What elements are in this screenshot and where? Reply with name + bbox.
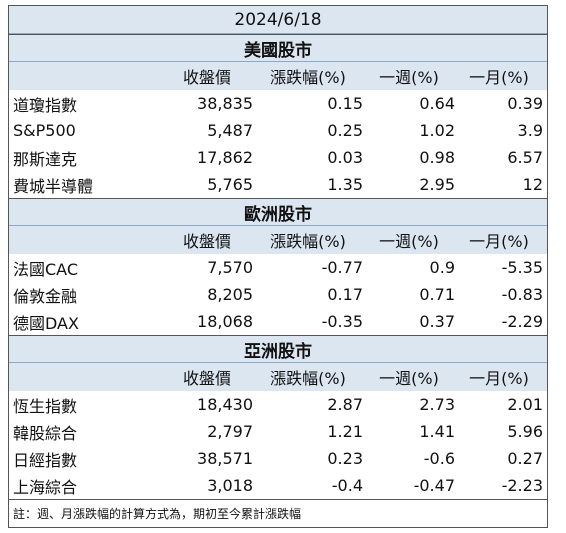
cell-value: -0.35	[321, 312, 363, 331]
market-table: 2024/6/18 美國股市 收盤價 漲跌幅(%) 一週(%) 一月(%) 道瓊指數 38,…	[8, 5, 548, 528]
data-row: 法國CAC 7,570 -0.77 0.9 -5.35	[9, 254, 547, 281]
cell-value: -0.77	[321, 258, 363, 277]
cell-value: 3.9	[517, 121, 543, 140]
data-row: 道瓊指數 38,835 0.15 0.64 0.39	[9, 90, 547, 117]
cell-value: 0.03	[327, 148, 363, 167]
cell-value: 0.71	[419, 285, 455, 304]
data-row: 上海綜合 3,018 -0.4 -0.47 -2.23	[9, 472, 547, 499]
cell-value: -0.47	[413, 476, 455, 495]
index-name: 道瓊指數	[13, 95, 78, 115]
cell-value: 2.01	[507, 395, 543, 414]
data-row: 韓股綜合 2,797 1.21 1.41 5.96	[9, 418, 547, 445]
index-name: 法國CAC	[13, 259, 79, 279]
cell-value: 0.37	[419, 312, 455, 331]
index-name: 德國DAX	[13, 313, 79, 333]
cell-value: 1.41	[419, 422, 455, 441]
cell-value: -2.29	[501, 312, 543, 331]
index-name: 日經指數	[13, 450, 78, 470]
column-header-row: 收盤價 漲跌幅(%) 一週(%) 一月(%)	[9, 62, 547, 90]
column-header-row: 收盤價 漲跌幅(%) 一週(%) 一月(%)	[9, 363, 547, 391]
cell-value: 3,018	[207, 476, 253, 495]
section-header: 美國股市	[9, 34, 547, 62]
index-name: S&P500	[13, 121, 76, 140]
index-name: 倫敦金融	[13, 286, 78, 306]
cell-value: -0.4	[331, 476, 363, 495]
cell-value: 2.73	[419, 395, 455, 414]
index-name: 費城半導體	[13, 176, 94, 196]
cell-value: 2.87	[327, 395, 363, 414]
cell-value: 0.17	[327, 285, 363, 304]
cell-value: 18,430	[197, 395, 253, 414]
cell-value: 0.39	[507, 94, 543, 113]
column-header: 收盤價	[182, 68, 231, 87]
cell-value: 0.9	[429, 258, 455, 277]
index-name: 恆生指數	[13, 396, 78, 416]
column-header: 漲跌幅(%)	[270, 232, 346, 251]
cell-value: 5,765	[207, 175, 253, 194]
column-header: 一月(%)	[469, 369, 529, 388]
column-header: 收盤價	[182, 369, 231, 388]
cell-value: -5.35	[501, 258, 543, 277]
data-row: 德國DAX 18,068 -0.35 0.37 -2.29	[9, 308, 547, 335]
cell-value: -0.83	[501, 285, 543, 304]
cell-value: -0.6	[423, 449, 455, 468]
column-header: 收盤價	[182, 232, 231, 251]
column-header: 一月(%)	[469, 232, 529, 251]
cell-value: -2.23	[501, 476, 543, 495]
cell-value: 2,797	[207, 422, 253, 441]
column-header: 漲跌幅(%)	[270, 68, 346, 87]
cell-value: 1.21	[327, 422, 363, 441]
cell-value: 0.98	[419, 148, 455, 167]
section-header: 歐洲股市	[9, 198, 547, 226]
cell-value: 2.95	[419, 175, 455, 194]
index-name: 韓股綜合	[13, 423, 78, 443]
data-row: 日經指數 38,571 0.23 -0.6 0.27	[9, 445, 547, 472]
cell-value: 38,835	[197, 94, 253, 113]
column-header: 一週(%)	[379, 232, 439, 251]
cell-value: 0.25	[327, 121, 363, 140]
column-header: 漲跌幅(%)	[270, 369, 346, 388]
section-header: 亞洲股市	[9, 335, 547, 363]
data-row: 恆生指數 18,430 2.87 2.73 2.01	[9, 391, 547, 418]
index-name: 上海綜合	[13, 477, 78, 497]
cell-value: 5.96	[507, 422, 543, 441]
column-header-row: 收盤價 漲跌幅(%) 一週(%) 一月(%)	[9, 226, 547, 254]
cell-value: 17,862	[197, 148, 253, 167]
cell-value: 0.64	[419, 94, 455, 113]
cell-value: 8,205	[207, 285, 253, 304]
cell-value: 0.27	[507, 449, 543, 468]
cell-value: 38,571	[197, 449, 253, 468]
data-row: 倫敦金融 8,205 0.17 0.71 -0.83	[9, 281, 547, 308]
index-name: 那斯達克	[13, 149, 78, 169]
data-row: 費城半導體 5,765 1.35 2.95 12	[9, 171, 547, 198]
cell-value: 18,068	[197, 312, 253, 331]
cell-value: 0.23	[327, 449, 363, 468]
column-header: 一週(%)	[379, 68, 439, 87]
cell-value: 0.15	[327, 94, 363, 113]
column-header: 一週(%)	[379, 369, 439, 388]
cell-value: 1.35	[327, 175, 363, 194]
cell-value: 5,487	[207, 121, 253, 140]
footnote: 註：週、月漲跌幅的計算方式為，期初至今累計漲跌幅	[9, 499, 547, 527]
data-row: S&P500 5,487 0.25 1.02 3.9	[9, 117, 547, 144]
data-row: 那斯達克 17,862 0.03 0.98 6.57	[9, 144, 547, 171]
cell-value: 7,570	[207, 258, 253, 277]
cell-value: 1.02	[419, 121, 455, 140]
cell-value: 12	[522, 175, 543, 194]
cell-value: 6.57	[507, 148, 543, 167]
column-header: 一月(%)	[469, 68, 529, 87]
table-title: 2024/6/18	[9, 6, 547, 34]
